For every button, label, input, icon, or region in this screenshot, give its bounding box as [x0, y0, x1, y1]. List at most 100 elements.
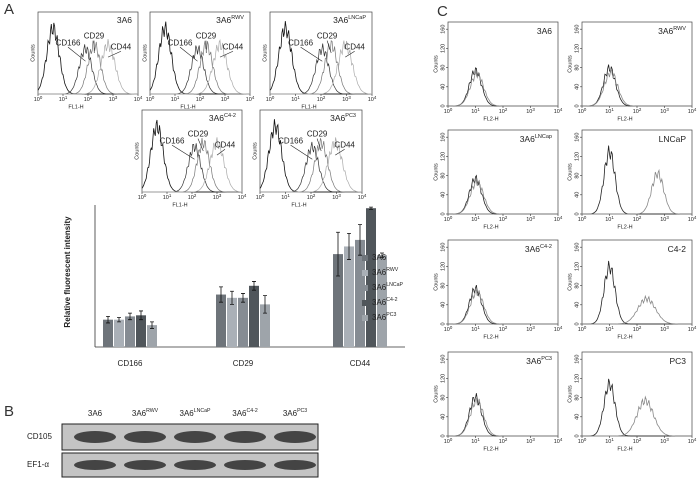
tick-exponent: 1 [477, 437, 480, 442]
y-tick-label: 120 [440, 262, 446, 271]
tick-base: 10 [526, 439, 532, 445]
tick-exponent: 0 [584, 107, 587, 112]
histogram-title-sup: C4-2 [540, 244, 552, 250]
y-tick-label: 80 [574, 395, 580, 401]
tick-exponent: 1 [65, 95, 68, 100]
x-tick-label: 103 [526, 107, 535, 116]
marker-label: CD29 [188, 130, 209, 139]
tick-base: 10 [499, 109, 505, 115]
y-tick-label: 80 [574, 173, 580, 179]
x-tick-label: 103 [526, 437, 535, 446]
histogram-title-base: 3A6 [333, 15, 348, 25]
x-tick-label: 102 [84, 95, 93, 104]
legend-label-sup: PC3 [386, 312, 396, 318]
tick-base: 10 [660, 109, 666, 115]
y-tick-label: 0 [574, 434, 580, 437]
histogram-curve [582, 168, 692, 215]
y-tick-label: 120 [574, 262, 580, 271]
error-bar [347, 232, 351, 260]
histogram-title-sup: PC3 [541, 356, 552, 362]
y-tick-label: 40 [574, 302, 580, 308]
blot-column-label: 3A6PC3 [283, 408, 307, 418]
tick-base: 10 [605, 109, 611, 115]
plot-frame [447, 129, 559, 215]
x-axis-label: FL1-H [291, 202, 306, 208]
blot-band [74, 460, 116, 470]
x-tick-label: 101 [605, 437, 614, 446]
error-bar [128, 312, 132, 321]
histogram-curve [150, 39, 250, 95]
x-tick-label: 101 [471, 107, 480, 116]
tick-exponent: 0 [450, 215, 453, 220]
histogram-title-sup: RWV [231, 15, 244, 21]
tick-exponent: 3 [338, 193, 341, 198]
y-axis-label: Counts [567, 163, 573, 181]
tick-exponent: 3 [666, 325, 669, 330]
x-axis-label: FL2-H [617, 116, 632, 122]
tick-base: 10 [444, 439, 450, 445]
tick-base: 10 [471, 327, 477, 333]
tick-base: 10 [499, 327, 505, 333]
tick-exponent: 4 [252, 95, 255, 100]
marker-label: CD166 [288, 38, 313, 47]
y-tick-label: 0 [574, 104, 580, 107]
error-bar [380, 252, 384, 258]
x-tick-label: 102 [196, 95, 205, 104]
leader-line [197, 138, 204, 152]
histogram-title-base: 3A6 [526, 356, 541, 366]
tick-exponent: 0 [152, 95, 155, 100]
x-axis-label: FL2-H [617, 334, 632, 340]
y-axis-label: Counts [567, 385, 573, 403]
tick-base: 10 [138, 195, 144, 201]
histogram-curve [582, 378, 692, 437]
tick-base: 10 [444, 109, 450, 115]
marker-label: CD29 [307, 130, 328, 139]
tick-exponent: 4 [694, 215, 697, 220]
blot-band [74, 431, 116, 443]
x-tick-label: 103 [342, 95, 351, 104]
marker-label: CD44 [111, 42, 132, 51]
y-axis-label: Counts [433, 385, 439, 403]
blot-band [174, 431, 216, 443]
histogram-curve [448, 178, 558, 215]
y-axis-label: Counts [433, 273, 439, 291]
histogram-title-base: 3A6 [658, 26, 673, 36]
tick-exponent: 4 [694, 325, 697, 330]
y-tick-label: 0 [574, 322, 580, 325]
x-tick-label: 101 [471, 325, 480, 334]
marker-label: CD29 [317, 32, 338, 41]
x-tick-label: 101 [471, 437, 480, 446]
marker-label: CD44 [334, 140, 355, 149]
histogram-title-base: 3A6 [209, 113, 224, 123]
tick-exponent: 1 [297, 95, 300, 100]
tick-exponent: 2 [639, 107, 642, 112]
x-tick-label: 101 [281, 193, 290, 202]
tick-exponent: 0 [450, 107, 453, 112]
tick-base: 10 [146, 97, 152, 103]
y-tick-label: 160 [574, 25, 580, 34]
legend-swatch [362, 315, 368, 321]
histogram-title-sup: PC3 [345, 113, 356, 119]
leader-line [345, 51, 355, 58]
histogram-curve [448, 71, 558, 107]
x-tick-label: 101 [605, 107, 614, 116]
leader-line [316, 138, 322, 152]
blot-column-label-base: 3A6 [283, 409, 298, 418]
tick-exponent: 4 [560, 215, 563, 220]
error-bar [336, 231, 340, 277]
tick-exponent: 4 [364, 193, 367, 198]
histogram-title-base: 3A6 [117, 15, 132, 25]
error-bar [369, 206, 373, 210]
x-tick-label: 100 [146, 95, 155, 104]
legend-label-base: 3A6 [372, 253, 387, 262]
leader-line [179, 46, 198, 62]
x-tick-label: 104 [358, 193, 367, 202]
histogram-curve [142, 143, 242, 193]
blot-band [274, 431, 316, 443]
histogram-title: 3A6LNCap [520, 134, 552, 144]
panel-label: A [4, 1, 14, 18]
legend-label-sup: RWV [386, 267, 399, 273]
error-bar [106, 316, 110, 324]
tick-base: 10 [171, 97, 177, 103]
